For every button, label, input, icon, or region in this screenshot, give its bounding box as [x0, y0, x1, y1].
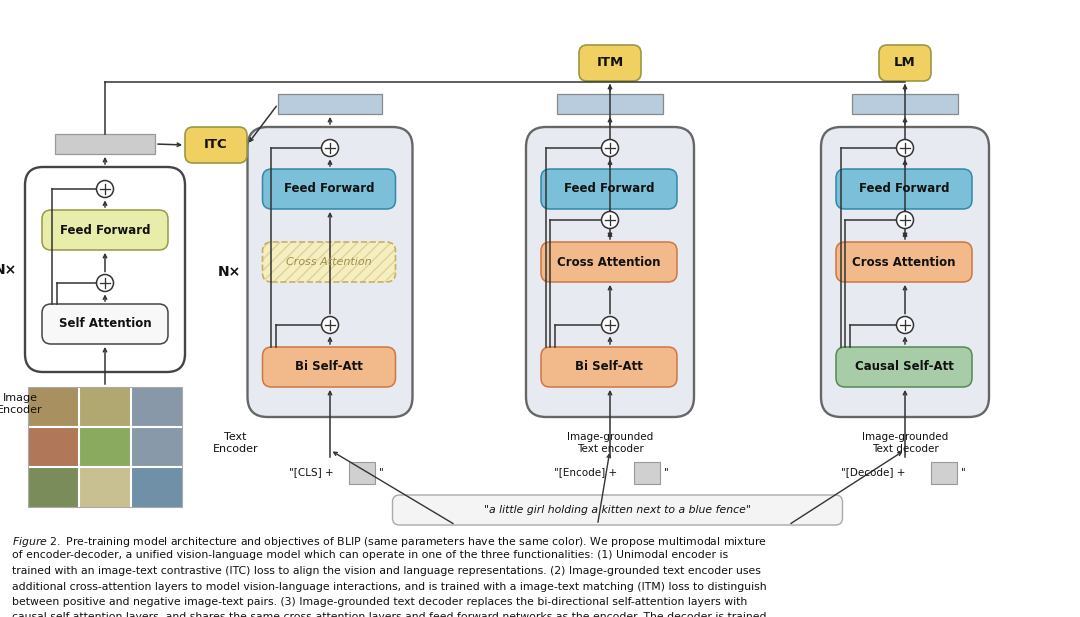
Text: trained with an image-text contrastive (ITC) loss to align the vision and langua: trained with an image-text contrastive (…: [12, 566, 761, 576]
Text: ": ": [379, 467, 384, 477]
Text: additional cross-attention layers to model vision-language interactions, and is : additional cross-attention layers to mod…: [12, 581, 767, 592]
Circle shape: [322, 317, 338, 334]
Bar: [80, 428, 131, 466]
Text: Causal Self-Att: Causal Self-Att: [854, 360, 954, 373]
Circle shape: [896, 139, 914, 157]
FancyBboxPatch shape: [42, 304, 168, 344]
Bar: [28, 468, 79, 507]
Bar: [852, 94, 958, 114]
Bar: [350, 462, 376, 484]
Text: Self Attention: Self Attention: [58, 318, 151, 331]
Bar: [55, 134, 156, 154]
Circle shape: [96, 275, 113, 291]
Text: Image-grounded
Text encoder: Image-grounded Text encoder: [567, 432, 653, 453]
Text: "[CLS] +: "[CLS] +: [289, 467, 334, 477]
Text: Feed Forward: Feed Forward: [284, 183, 375, 196]
Circle shape: [322, 139, 338, 157]
Text: Bi Self-Att: Bi Self-Att: [295, 360, 363, 373]
Text: N×: N×: [218, 265, 241, 279]
Circle shape: [602, 212, 619, 228]
Text: "[Decode] +: "[Decode] +: [841, 467, 905, 477]
FancyBboxPatch shape: [541, 242, 677, 282]
Text: causal self-attention layers, and shares the same cross-attention layers and fee: causal self-attention layers, and shares…: [12, 613, 767, 617]
Text: Image-grounded
Text decoder: Image-grounded Text decoder: [862, 432, 948, 453]
Bar: [28, 387, 79, 426]
FancyBboxPatch shape: [526, 127, 694, 417]
Text: "[Encode] +: "[Encode] +: [554, 467, 617, 477]
Bar: [931, 462, 957, 484]
FancyBboxPatch shape: [836, 347, 972, 387]
Text: ITC: ITC: [204, 138, 228, 152]
FancyBboxPatch shape: [262, 242, 395, 282]
Text: Bi Self-Att: Bi Self-Att: [575, 360, 643, 373]
FancyBboxPatch shape: [185, 127, 247, 163]
Bar: [278, 94, 382, 114]
Bar: [557, 94, 663, 114]
Circle shape: [602, 317, 619, 334]
Circle shape: [96, 181, 113, 197]
Circle shape: [896, 212, 914, 228]
Bar: [28, 428, 79, 466]
Text: Cross Attention: Cross Attention: [286, 257, 372, 267]
FancyBboxPatch shape: [836, 169, 972, 209]
Circle shape: [896, 317, 914, 334]
Text: Feed Forward: Feed Forward: [564, 183, 654, 196]
Text: LM: LM: [894, 57, 916, 70]
FancyBboxPatch shape: [25, 167, 185, 372]
Bar: [28, 387, 183, 507]
FancyBboxPatch shape: [541, 169, 677, 209]
Text: Text
Encoder: Text Encoder: [213, 432, 258, 453]
Bar: [80, 468, 131, 507]
Text: Cross Attention: Cross Attention: [852, 255, 956, 268]
Text: between positive and negative image-text pairs. (3) Image-grounded text decoder : between positive and negative image-text…: [12, 597, 747, 607]
Text: Cross Attention: Cross Attention: [557, 255, 661, 268]
FancyBboxPatch shape: [42, 210, 168, 250]
FancyBboxPatch shape: [541, 347, 677, 387]
Text: Feed Forward: Feed Forward: [859, 183, 949, 196]
FancyBboxPatch shape: [392, 495, 842, 525]
Bar: [131, 468, 181, 507]
FancyBboxPatch shape: [262, 169, 395, 209]
Bar: [131, 387, 181, 426]
Text: Feed Forward: Feed Forward: [59, 223, 150, 236]
Text: ITM: ITM: [596, 57, 623, 70]
Text: N×: N×: [0, 262, 16, 276]
FancyBboxPatch shape: [247, 127, 413, 417]
Text: Image
Encoder: Image Encoder: [0, 393, 43, 415]
FancyBboxPatch shape: [879, 45, 931, 81]
Text: $\it{Figure\ 2.}$ Pre-training model architecture and objectives of BLIP (same p: $\it{Figure\ 2.}$ Pre-training model arc…: [12, 535, 767, 549]
FancyBboxPatch shape: [579, 45, 642, 81]
Circle shape: [602, 139, 619, 157]
Text: "a little girl holding a kitten next to a blue fence": "a little girl holding a kitten next to …: [484, 505, 751, 515]
FancyBboxPatch shape: [262, 347, 395, 387]
Bar: [634, 462, 660, 484]
FancyBboxPatch shape: [821, 127, 989, 417]
Text: ": ": [664, 467, 669, 477]
Bar: [80, 387, 131, 426]
Text: of encoder-decoder, a unified vision-language model which can operate in one of : of encoder-decoder, a unified vision-lan…: [12, 550, 728, 560]
Bar: [131, 428, 181, 466]
FancyBboxPatch shape: [836, 242, 972, 282]
Text: ": ": [961, 467, 966, 477]
